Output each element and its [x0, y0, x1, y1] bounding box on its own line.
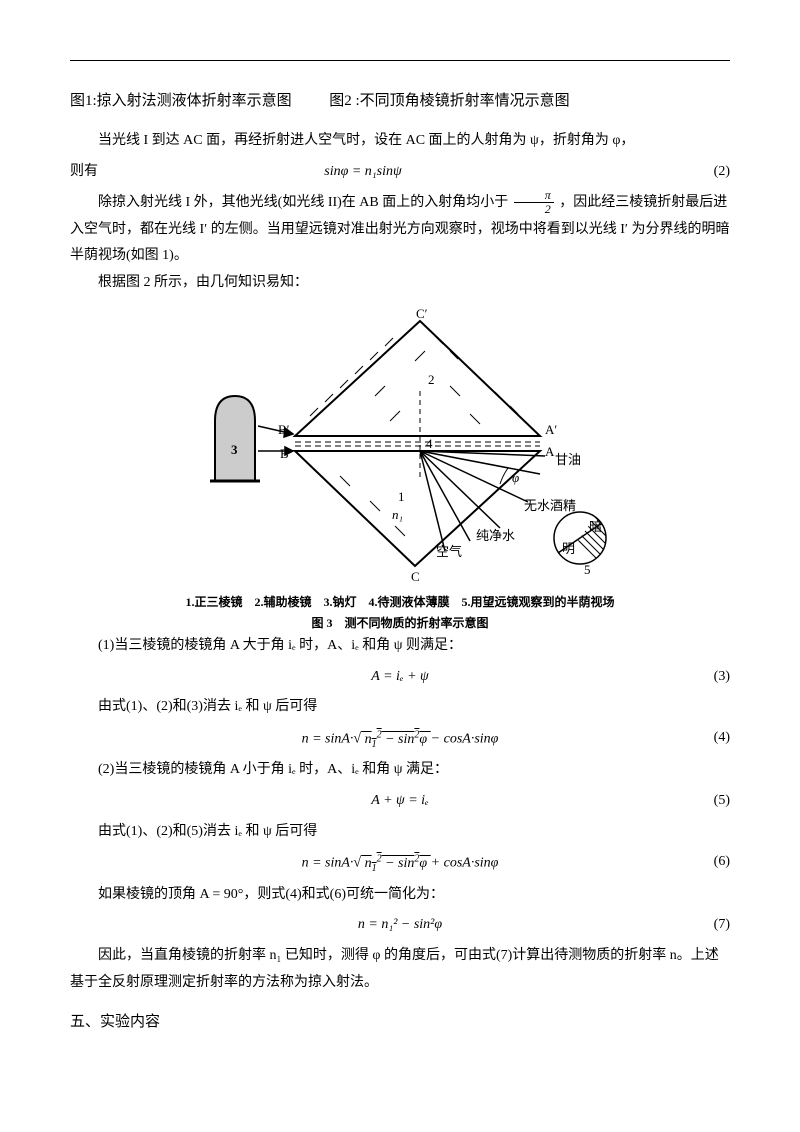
label-air: 空气: [436, 544, 462, 559]
label-A-bot: A: [545, 444, 555, 459]
line-after-6: 如果棱镜的顶角 A = 90°，则式(4)和式(6)可统一简化为：: [70, 882, 730, 909]
label-3: 3: [231, 442, 238, 457]
equation-5-num: (5): [714, 788, 730, 815]
equation-2-row: 则有 sinφ = n₁sinψ (2): [70, 159, 730, 186]
label-C-bot: C: [411, 569, 420, 584]
label-B-top: B′: [278, 422, 290, 437]
item-2: (2)当三棱镜的棱镜角 A 小于角 iₑ 时，A、iₑ 和角 ψ 满足：: [70, 757, 730, 784]
equation-3: A = iₑ + ψ: [70, 664, 730, 691]
equation-7-row: n = n₁² − sin²φ (7): [70, 912, 730, 939]
paragraph-last: 因此，当直角棱镜的折射率 n₁ 已知时，测得 φ 的角度后，可由式(7)计算出待…: [70, 943, 730, 996]
page: 图1:掠入射法测液体折射率示意图 图2 :不同顶角棱镜折射率情况示意图 当光线 …: [0, 0, 800, 1132]
fig1-caption: 图1:掠入射法测液体折射率示意图: [70, 93, 292, 109]
equation-2-num: (2): [714, 159, 730, 186]
para2-pre: 除掠入射光线 I 外，其他光线(如光线 II)在 AB 面上的入射角均小于: [98, 195, 508, 210]
paragraph-3: 根据图 2 所示，由几何知识易知：: [70, 270, 730, 297]
label-4: 4: [426, 436, 433, 451]
figure-3: C′ C B′ B A′ A 3 2 4 1 n₁ 5 φ 甘油 无水酒精 纯净…: [160, 306, 640, 586]
line-after-5: 由式(1)、(2)和(5)消去 iₑ 和 ψ 后可得: [70, 819, 730, 846]
equation-2: sinφ = n₁sinψ: [116, 159, 611, 186]
caption-spacer: [295, 93, 325, 109]
fig2-caption: 图2 :不同顶角棱镜折射率情况示意图: [329, 93, 569, 109]
equation-6-num: (6): [714, 849, 730, 876]
para1b: 则有: [70, 159, 112, 186]
label-2: 2: [428, 372, 435, 387]
equation-6: n = sinA·√ n12 − sin2φ + cosA·sinφ: [70, 849, 730, 877]
label-alcohol: 无水酒精: [524, 498, 576, 513]
equation-4-row: n = sinA·√ n12 − sin2φ − cosA·sinφ (4): [70, 725, 730, 753]
fig3-legend2: 图 3 测不同物质的折射率示意图: [70, 613, 730, 633]
equation-5: A + ψ = iₑ: [70, 788, 730, 815]
label-C-top: C′: [416, 306, 428, 321]
figure-captions-row: 图1:掠入射法测液体折射率示意图 图2 :不同顶角棱镜折射率情况示意图: [70, 89, 730, 110]
equation-7: n = n₁² − sin²φ: [70, 912, 730, 939]
paragraph-1a: 当光线 I 到达 AC 面，再经折射进人空气时，设在 AC 面上的人射角为 ψ，…: [70, 128, 730, 155]
label-an: 暗: [589, 519, 602, 534]
label-A-top: A′: [545, 422, 557, 437]
item-1: (1)当三棱镜的棱镜角 A 大于角 iₑ 时，A、iₑ 和角 ψ 则满足：: [70, 633, 730, 660]
upper-prism: [295, 321, 540, 436]
figure-3-svg: C′ C B′ B A′ A 3 2 4 1 n₁ 5 φ 甘油 无水酒精 纯净…: [160, 306, 640, 586]
line-after-3: 由式(1)、(2)和(3)消去 iₑ 和 ψ 后可得: [70, 694, 730, 721]
label-phi: φ: [512, 470, 519, 485]
equation-3-row: A = iₑ + ψ (3): [70, 664, 730, 691]
equation-4: n = sinA·√ n12 − sin2φ − cosA·sinφ: [70, 725, 730, 753]
equation-3-num: (3): [714, 664, 730, 691]
label-ganyou: 甘油: [555, 452, 581, 467]
label-B-bot: B: [280, 446, 289, 461]
equation-5-row: A + ψ = iₑ (5): [70, 788, 730, 815]
lower-prism: [295, 451, 540, 566]
section-5-heading: 五、实验内容: [70, 1010, 730, 1031]
equation-7-num: (7): [714, 912, 730, 939]
label-water: 纯净水: [476, 528, 515, 543]
top-rule: [70, 60, 730, 61]
label-ming: 明: [562, 541, 575, 556]
paragraph-2: 除掠入射光线 I 外，其他光线(如光线 II)在 AB 面上的入射角均小于 π2…: [70, 189, 730, 270]
label-1: 1: [398, 489, 405, 504]
equation-4-num: (4): [714, 725, 730, 752]
sodium-lamp: [210, 396, 260, 481]
equation-6-row: n = sinA·√ n12 − sin2φ + cosA·sinφ (6): [70, 849, 730, 877]
fraction-pi-2: π2: [514, 189, 554, 216]
label-5: 5: [584, 562, 591, 577]
label-n1: n₁: [392, 507, 403, 522]
fig3-legend1: 1.正三棱镜 2.辅助棱镜 3.钠灯 4.待测液体薄膜 5.用望远镜观察到的半荫…: [70, 592, 730, 612]
